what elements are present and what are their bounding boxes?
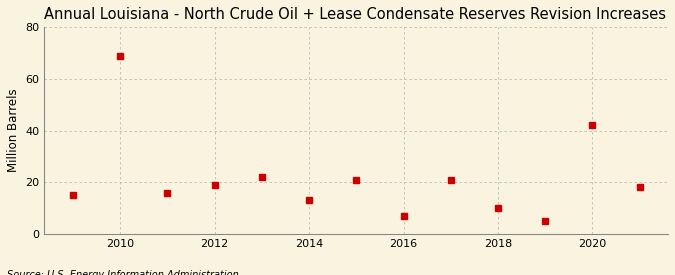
Y-axis label: Million Barrels: Million Barrels [7,89,20,172]
Text: Source: U.S. Energy Information Administration: Source: U.S. Energy Information Administ… [7,271,238,275]
Text: Annual Louisiana - North Crude Oil + Lease Condensate Reserves Revision Increase: Annual Louisiana - North Crude Oil + Lea… [45,7,666,22]
